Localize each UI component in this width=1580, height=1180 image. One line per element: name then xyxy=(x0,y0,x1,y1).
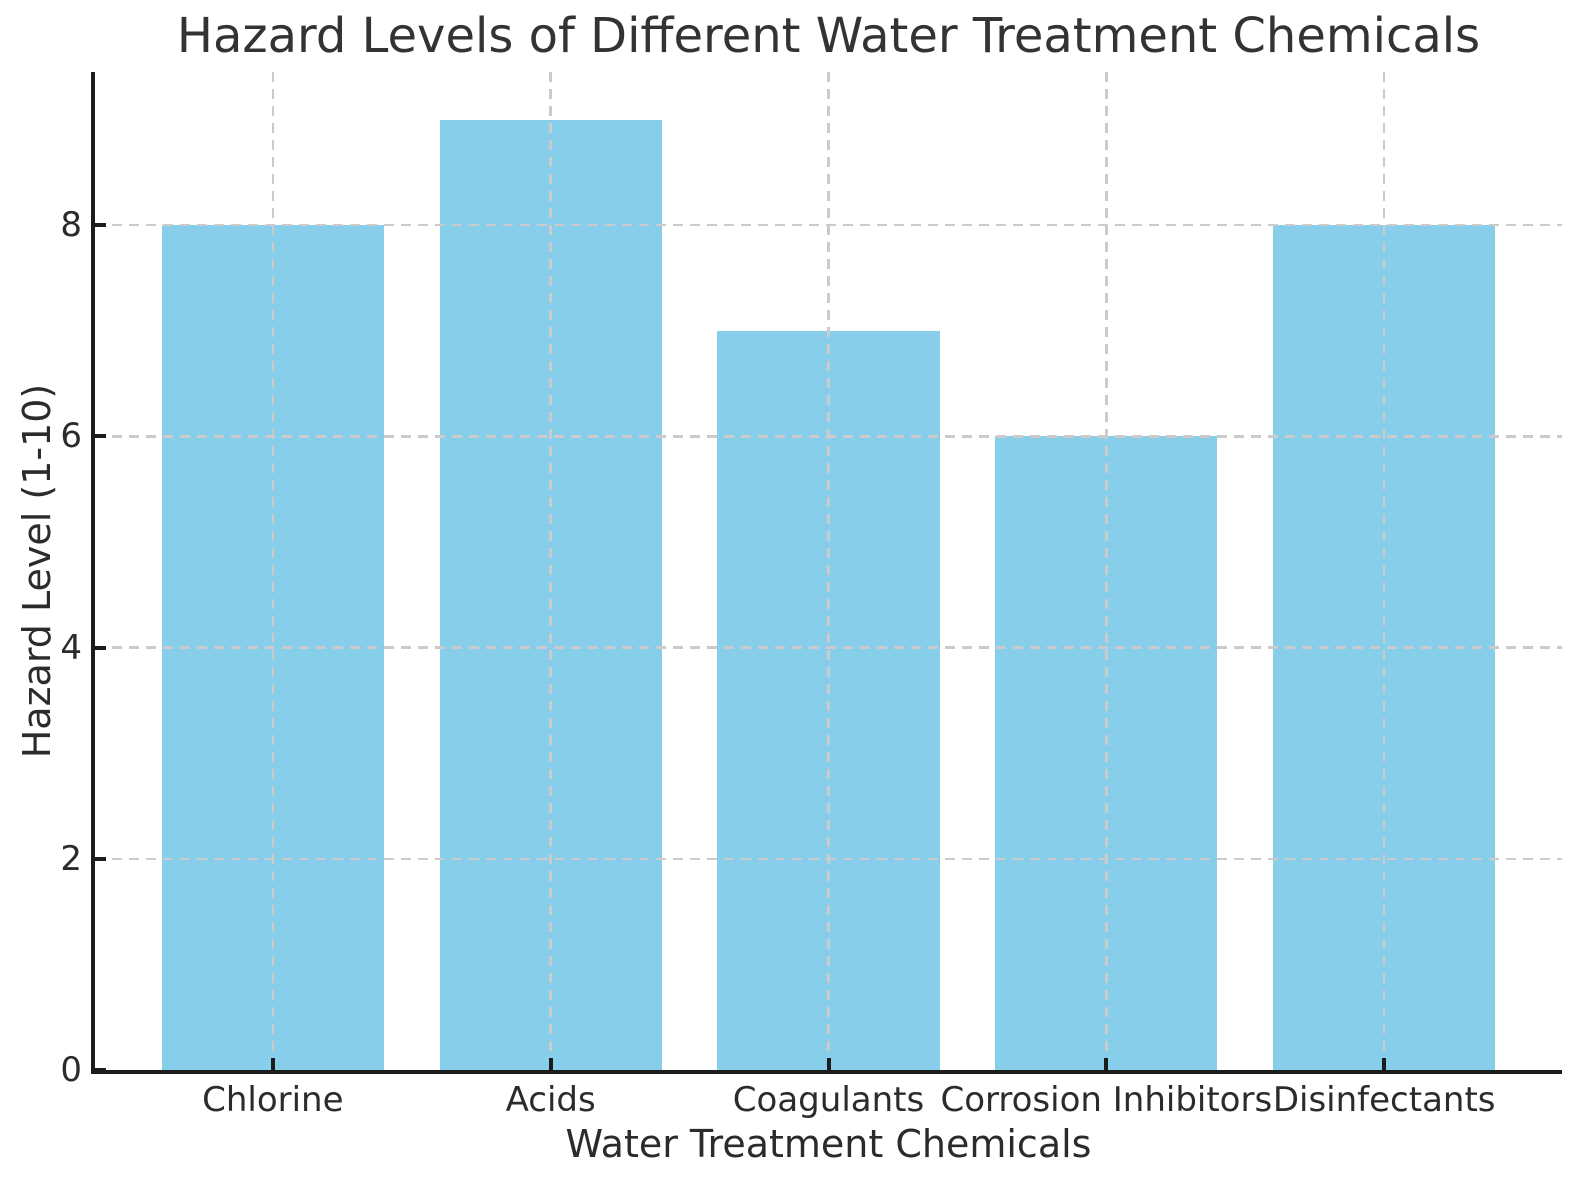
gridline-horizontal xyxy=(95,435,1562,438)
gridline-horizontal xyxy=(95,857,1562,861)
gridline-vertical xyxy=(271,72,275,1070)
x-tick-mark xyxy=(826,1058,831,1070)
y-tick-label: 0 xyxy=(60,1050,82,1090)
y-tick-mark xyxy=(95,645,106,650)
x-tick-label: Corrosion Inhibitors xyxy=(940,1080,1273,1120)
y-tick-label: 6 xyxy=(60,416,82,457)
x-tick-mark xyxy=(1104,1058,1109,1070)
y-tick-labels: 0 2 4 6 8 xyxy=(0,72,82,1090)
y-tick-mark xyxy=(95,1068,106,1072)
y-tick-mark xyxy=(95,434,106,439)
x-tick-labels: Chlorine Acids Coagulants Corrosion Inhibit… xyxy=(95,1080,1562,1126)
plot-area xyxy=(91,72,1562,1074)
chart-title: Hazard Levels of Different Water Treatme… xyxy=(176,8,1481,64)
gridline-vertical xyxy=(827,72,830,1070)
x-tick-label: Chlorine xyxy=(202,1080,344,1120)
y-tick-mark xyxy=(95,856,106,861)
grid-layer xyxy=(95,72,1562,1070)
x-tick-label: Acids xyxy=(505,1080,596,1120)
x-tick-label: Disinfectants xyxy=(1272,1080,1496,1120)
x-tick-mark xyxy=(1382,1058,1387,1070)
gridline-vertical xyxy=(1382,72,1386,1070)
ticks-layer xyxy=(95,72,1562,1072)
y-tick-label: 4 xyxy=(60,627,82,668)
y-tick-mark xyxy=(95,223,106,228)
y-tick-label: 2 xyxy=(60,838,82,879)
gridline-vertical xyxy=(549,72,552,1070)
x-tick-mark xyxy=(548,1058,553,1070)
gridline-horizontal xyxy=(95,223,1562,227)
x-tick-mark xyxy=(270,1058,275,1070)
gridline-horizontal xyxy=(95,646,1562,649)
gridline-vertical xyxy=(1105,72,1108,1070)
x-tick-label: Coagulants xyxy=(732,1080,925,1120)
x-axis-label: Water Treatment Chemicals xyxy=(565,1122,1092,1166)
y-tick-label: 8 xyxy=(60,205,82,246)
